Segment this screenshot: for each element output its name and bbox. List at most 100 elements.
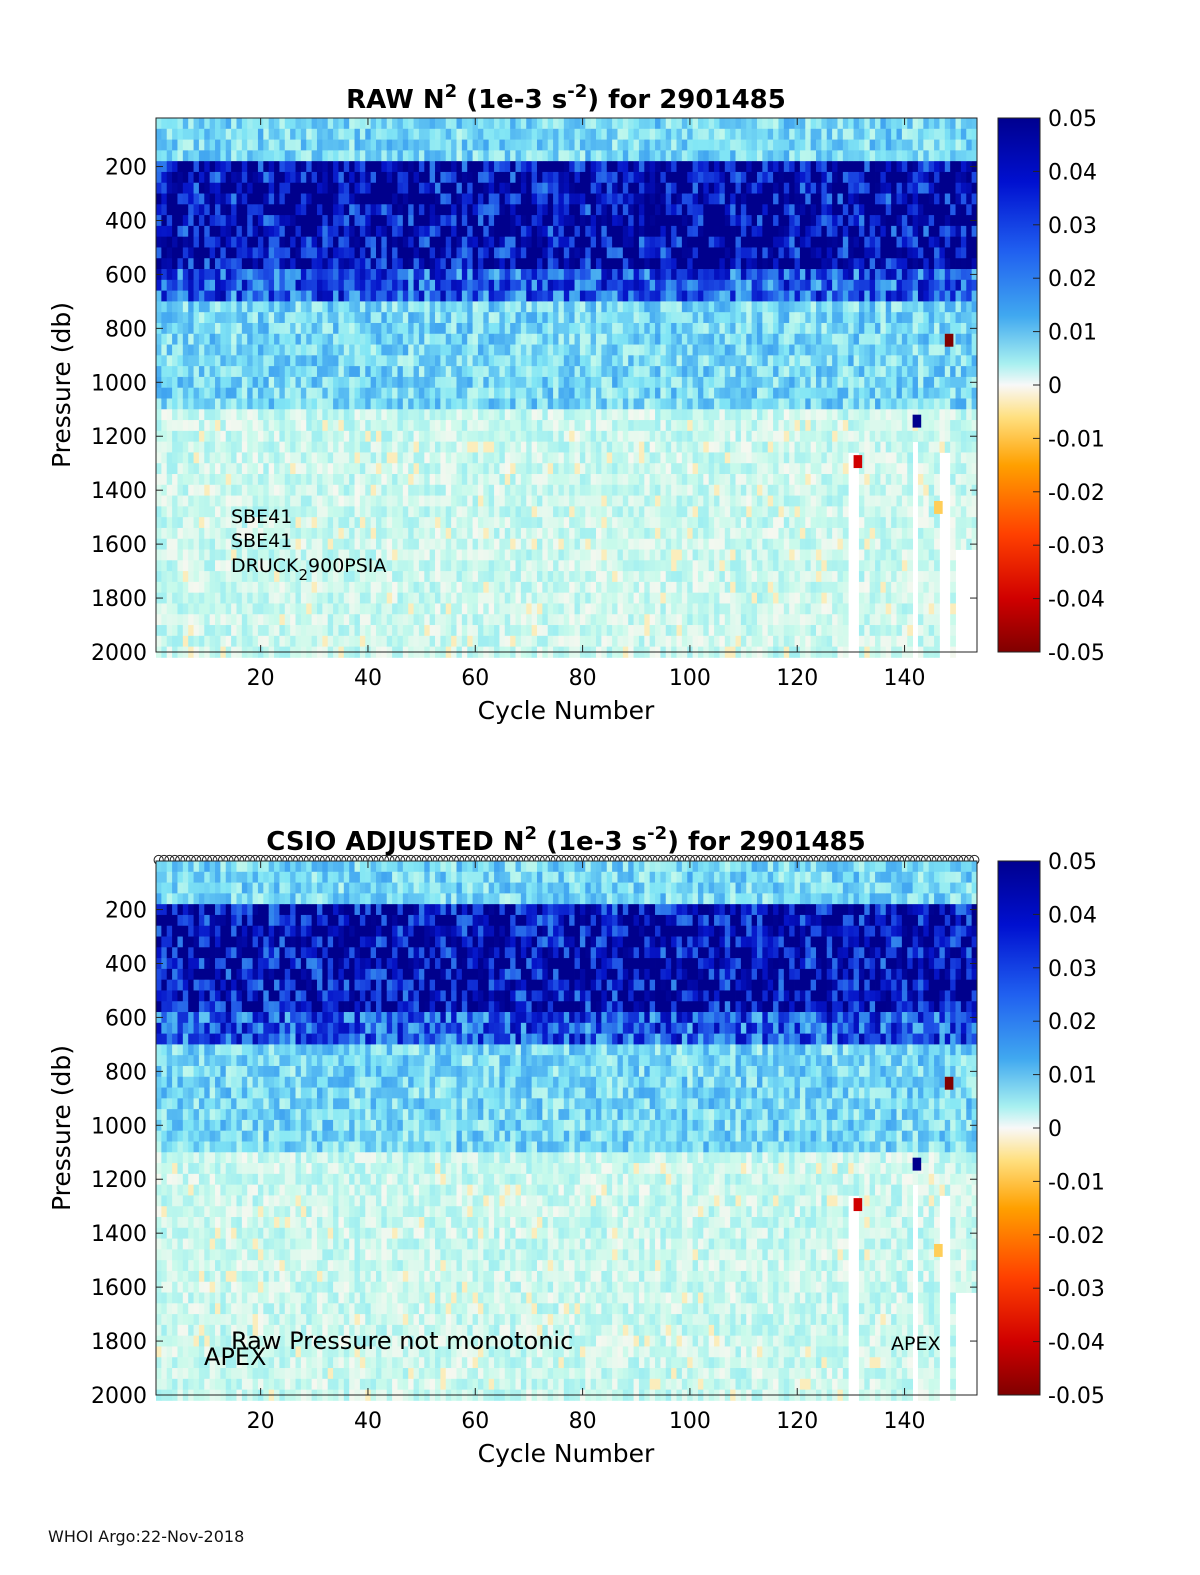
heatmap-cell: [274, 290, 280, 302]
heatmap-cell: [257, 236, 264, 248]
heatmap-cell: [381, 538, 388, 550]
heatmap-cell: [376, 625, 382, 637]
heatmap-cell: [660, 409, 667, 421]
heatmap-cell: [386, 333, 393, 345]
heatmap-cell: [402, 549, 409, 561]
heatmap-cell: [370, 366, 377, 378]
heatmap-cell: [333, 312, 339, 324]
heatmap-cell: [445, 614, 452, 626]
heatmap-cell: [172, 441, 178, 453]
heatmap-cell: [268, 484, 275, 496]
heatmap-cell: [606, 269, 613, 281]
heatmap-cell: [284, 128, 291, 140]
heatmap-cell: [274, 118, 280, 130]
heatmap-cell: [671, 366, 677, 378]
heatmap-cell: [198, 312, 205, 324]
heatmap-cell: [655, 215, 661, 227]
heatmap-cell: [612, 506, 618, 518]
heatmap-cell: [681, 161, 688, 173]
heatmap-cell: [279, 139, 286, 151]
heatmap-cell: [215, 215, 221, 227]
heatmap-cell: [531, 463, 538, 475]
heatmap-cell: [220, 592, 227, 604]
heatmap-cell: [354, 441, 361, 453]
heatmap-cell: [177, 258, 184, 270]
heatmap-cell: [494, 538, 500, 550]
heatmap-cell: [547, 581, 554, 594]
heatmap-cell: [601, 581, 608, 594]
heatmap-cell: [536, 279, 543, 292]
heatmap-cell: [402, 571, 409, 583]
heatmap-cell: [542, 150, 549, 162]
heatmap-cell: [456, 495, 463, 507]
heatmap-cell: [413, 560, 420, 572]
heatmap-cell: [166, 592, 173, 604]
heatmap-cell: [553, 581, 559, 594]
heatmap-cell: [435, 517, 441, 529]
heatmap-cell: [472, 441, 479, 453]
heatmap-cell: [687, 474, 694, 486]
heatmap-cell: [316, 420, 323, 432]
heatmap-cell: [628, 517, 634, 529]
heatmap-cell: [161, 247, 168, 259]
heatmap-cell: [215, 560, 221, 572]
heatmap-cell: [687, 215, 694, 227]
heatmap-cell: [290, 474, 296, 486]
heatmap-cell: [547, 625, 554, 637]
heatmap-cell: [215, 333, 221, 345]
heatmap-cell: [435, 193, 441, 205]
heatmap-cell: [306, 527, 313, 540]
heatmap-cell: [182, 193, 189, 205]
heatmap-cell: [231, 118, 237, 130]
heatmap-cell: [359, 182, 366, 194]
heatmap-cell: [311, 193, 318, 205]
heatmap-cell: [279, 193, 286, 205]
heatmap-cell: [311, 463, 318, 475]
heatmap-cell: [263, 322, 270, 335]
heatmap-cell: [451, 495, 457, 507]
heatmap-cell: [467, 527, 473, 540]
heatmap-cell: [402, 441, 409, 453]
heatmap-cell: [601, 506, 608, 518]
heatmap-cell: [477, 301, 484, 313]
heatmap-cell: [461, 301, 468, 313]
heatmap-cell: [596, 215, 602, 227]
heatmap-cell: [172, 171, 178, 184]
heatmap-cell: [156, 452, 162, 464]
heatmap-cell: [579, 215, 586, 227]
heatmap-cell: [279, 571, 286, 583]
heatmap-cell: [676, 150, 683, 162]
heatmap-cell: [456, 463, 463, 475]
heatmap-cell: [547, 495, 554, 507]
heatmap-cell: [343, 614, 350, 626]
heatmap-cell: [365, 161, 372, 173]
heatmap-cell: [333, 420, 339, 432]
heatmap-cell: [601, 474, 608, 486]
heatmap-cell: [177, 355, 184, 367]
heatmap-cell: [408, 581, 414, 594]
heatmap-cell: [257, 538, 264, 550]
heatmap-cell: [215, 463, 221, 475]
heatmap-cell: [241, 355, 248, 367]
heatmap-cell: [440, 193, 447, 205]
heatmap-cell: [477, 312, 484, 324]
heatmap-cell: [644, 171, 651, 184]
heatmap-cell: [601, 625, 608, 637]
heatmap-cell: [477, 322, 484, 335]
heatmap-cell: [381, 247, 388, 259]
heatmap-cell: [515, 452, 522, 464]
heatmap-cell: [515, 269, 522, 281]
heatmap-cell: [590, 118, 597, 130]
heatmap-cell: [268, 538, 275, 550]
heatmap-cell: [316, 333, 323, 345]
heatmap-cell: [166, 182, 173, 194]
heatmap-cell: [456, 171, 463, 184]
heatmap-cell: [257, 452, 264, 464]
heatmap-cell: [268, 204, 275, 216]
heatmap-cell: [569, 215, 575, 227]
heatmap-cell: [429, 366, 436, 378]
heatmap-cell: [628, 366, 634, 378]
heatmap-cell: [461, 614, 468, 626]
heatmap-cell: [316, 301, 323, 313]
heatmap-cell: [445, 463, 452, 475]
